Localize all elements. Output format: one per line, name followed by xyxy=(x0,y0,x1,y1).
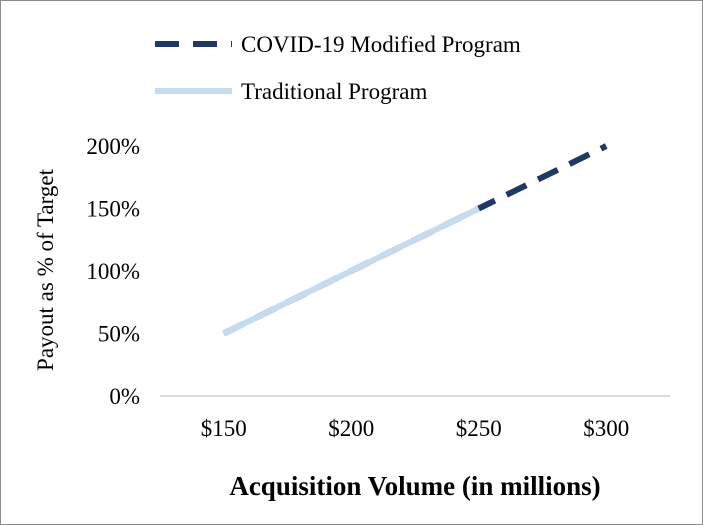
y-tick-label: 100% xyxy=(86,259,140,284)
y-tick-label: 50% xyxy=(98,322,140,347)
x-tick-label: $150 xyxy=(201,416,247,441)
y-tick-label: 150% xyxy=(86,197,140,222)
x-axis: $150 $200 $250 $300 xyxy=(201,416,630,441)
series-line-traditional xyxy=(222,205,481,337)
x-tick-label: $300 xyxy=(583,416,629,441)
x-axis-title: Acquisition Volume (in millions) xyxy=(229,471,600,501)
y-axis-title: Payout as % of Target xyxy=(33,168,58,371)
y-tick-label: 0% xyxy=(109,384,140,409)
x-tick-label: $200 xyxy=(328,416,374,441)
legend-label-covid: COVID-19 Modified Program xyxy=(241,32,521,57)
y-tick-label: 200% xyxy=(86,134,140,159)
y-axis: 0% 50% 100% 150% 200% xyxy=(86,134,140,409)
legend-label-traditional: Traditional Program xyxy=(241,79,427,104)
x-tick-label: $250 xyxy=(456,416,502,441)
legend: COVID-19 Modified Program Traditional Pr… xyxy=(155,32,521,104)
